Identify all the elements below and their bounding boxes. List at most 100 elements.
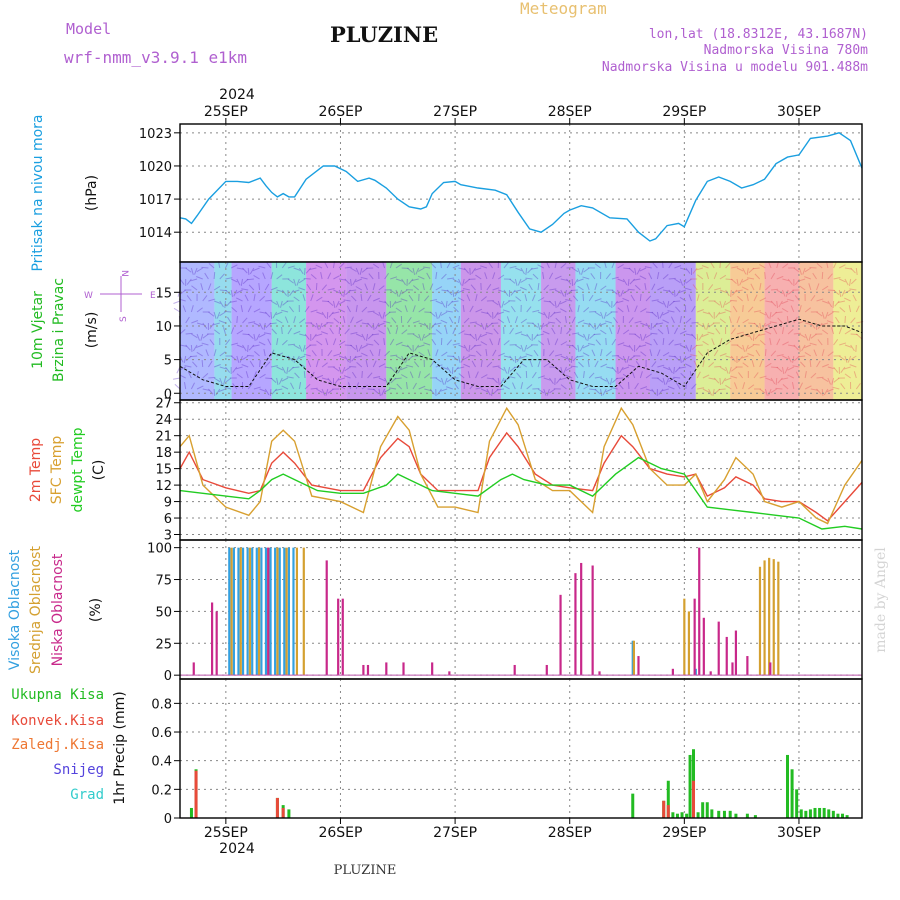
precip_total-bar <box>822 807 826 818</box>
wind-arrow <box>838 355 846 361</box>
wind-arrow <box>486 388 491 396</box>
wind-arrow <box>452 342 460 346</box>
wind-arrow <box>412 305 416 313</box>
wind-arrow <box>524 294 528 302</box>
wind-arrow <box>219 366 227 370</box>
wind-arrow <box>817 339 823 346</box>
temp_sfc-line <box>179 406 863 525</box>
compass-w: W <box>84 291 93 301</box>
wind-arrow <box>747 344 755 350</box>
wind-arrow <box>247 267 250 276</box>
wind-arrow <box>639 333 643 341</box>
wind-arrow <box>327 288 335 291</box>
wind-arrow <box>480 296 487 302</box>
wind-arrow <box>435 349 439 357</box>
wind-arrow <box>435 271 438 280</box>
wind-arrow <box>781 366 785 374</box>
cloud_low-bar <box>267 547 270 676</box>
wind-arrow <box>429 311 436 317</box>
wind-arrow <box>685 363 692 368</box>
wind-arrow <box>201 342 209 346</box>
wind-arrow <box>509 366 516 372</box>
precip_total-bar <box>753 815 757 818</box>
wind-arrow <box>213 364 221 368</box>
wind-arrow <box>732 305 738 313</box>
wind-arrow <box>372 311 380 316</box>
wind-arrow <box>248 321 256 324</box>
wind-arrow <box>258 265 266 269</box>
wind-arrow <box>253 308 261 313</box>
wind-arrow <box>674 327 679 335</box>
ytick-label: 1020 <box>139 160 172 175</box>
wind-arrow <box>281 366 286 374</box>
wind-arrow <box>204 272 209 280</box>
wind-arrow <box>219 273 225 280</box>
wind-arrow <box>208 388 214 395</box>
precip-legend-snow: Snijeg <box>53 762 104 778</box>
wind-arrow <box>605 377 610 385</box>
wind-arrow <box>690 354 698 357</box>
wind-arrow <box>639 275 647 280</box>
wind-arrow <box>230 278 238 283</box>
wind-arrow <box>367 322 373 329</box>
wind-arrow <box>287 278 294 284</box>
wind-arrow <box>770 377 776 385</box>
wind-arrow <box>224 386 232 390</box>
wind-arrow <box>748 267 755 274</box>
cloud_high-bar <box>274 547 277 676</box>
wind-arrow <box>316 374 324 379</box>
wind-arrow <box>196 344 203 348</box>
wind-arrow <box>346 305 351 313</box>
speed-line <box>179 318 863 388</box>
wind-arrow <box>565 374 573 379</box>
wind-arrow <box>463 344 468 352</box>
wind-arrow <box>458 344 466 349</box>
wind-arrow <box>225 366 231 373</box>
wind-arrow <box>201 266 209 269</box>
wind-arrow <box>605 300 611 307</box>
wind-arrow <box>242 267 248 274</box>
wind-arrow <box>412 320 420 324</box>
wind-arrow <box>560 341 568 346</box>
wind-arrow <box>258 333 266 338</box>
wind-arrow <box>334 377 340 384</box>
wind-arrow <box>692 284 698 291</box>
wind-arrow <box>509 265 517 269</box>
wind-arrow <box>771 366 779 369</box>
wind-arrow <box>543 362 550 368</box>
wind-arrow <box>822 363 829 368</box>
wind-arrow <box>508 375 516 379</box>
wind-arrow <box>553 311 561 314</box>
wind-arrow <box>673 300 681 303</box>
wind-arrow <box>287 265 295 269</box>
wind-arrow <box>640 351 647 357</box>
wind-arrow <box>500 377 505 385</box>
wind-arrow <box>384 311 391 317</box>
wind-arrow <box>617 263 624 269</box>
wind-arrow <box>372 322 375 331</box>
wind-arrow <box>603 311 607 319</box>
wind-arrow <box>435 311 438 319</box>
wind-arrow <box>799 333 806 339</box>
wind-arrow <box>466 294 471 302</box>
date-label-top: 30SEP <box>777 104 821 120</box>
wind-arrow <box>617 289 620 297</box>
wind-arrow <box>361 384 369 390</box>
precip_total-bar <box>818 807 822 818</box>
model-label: Model <box>66 20 111 38</box>
cloud-ylabel-3: Niska Oblacnost <box>50 553 66 666</box>
wind-arrow <box>190 355 198 358</box>
wind-arrow <box>310 322 317 328</box>
wind-arrow <box>341 366 346 374</box>
wind-arrow <box>401 329 408 335</box>
wind-arrow <box>684 304 687 313</box>
wind-arrow <box>390 377 397 384</box>
wind-arrow <box>438 311 442 319</box>
wind-arrow <box>759 339 766 346</box>
wind-arrow <box>213 329 221 335</box>
wind-arrow <box>576 278 584 282</box>
wind-arrow <box>810 372 817 379</box>
wind-arrow <box>355 305 358 313</box>
wind-arrow <box>777 377 783 384</box>
wind-arrow <box>736 267 744 272</box>
